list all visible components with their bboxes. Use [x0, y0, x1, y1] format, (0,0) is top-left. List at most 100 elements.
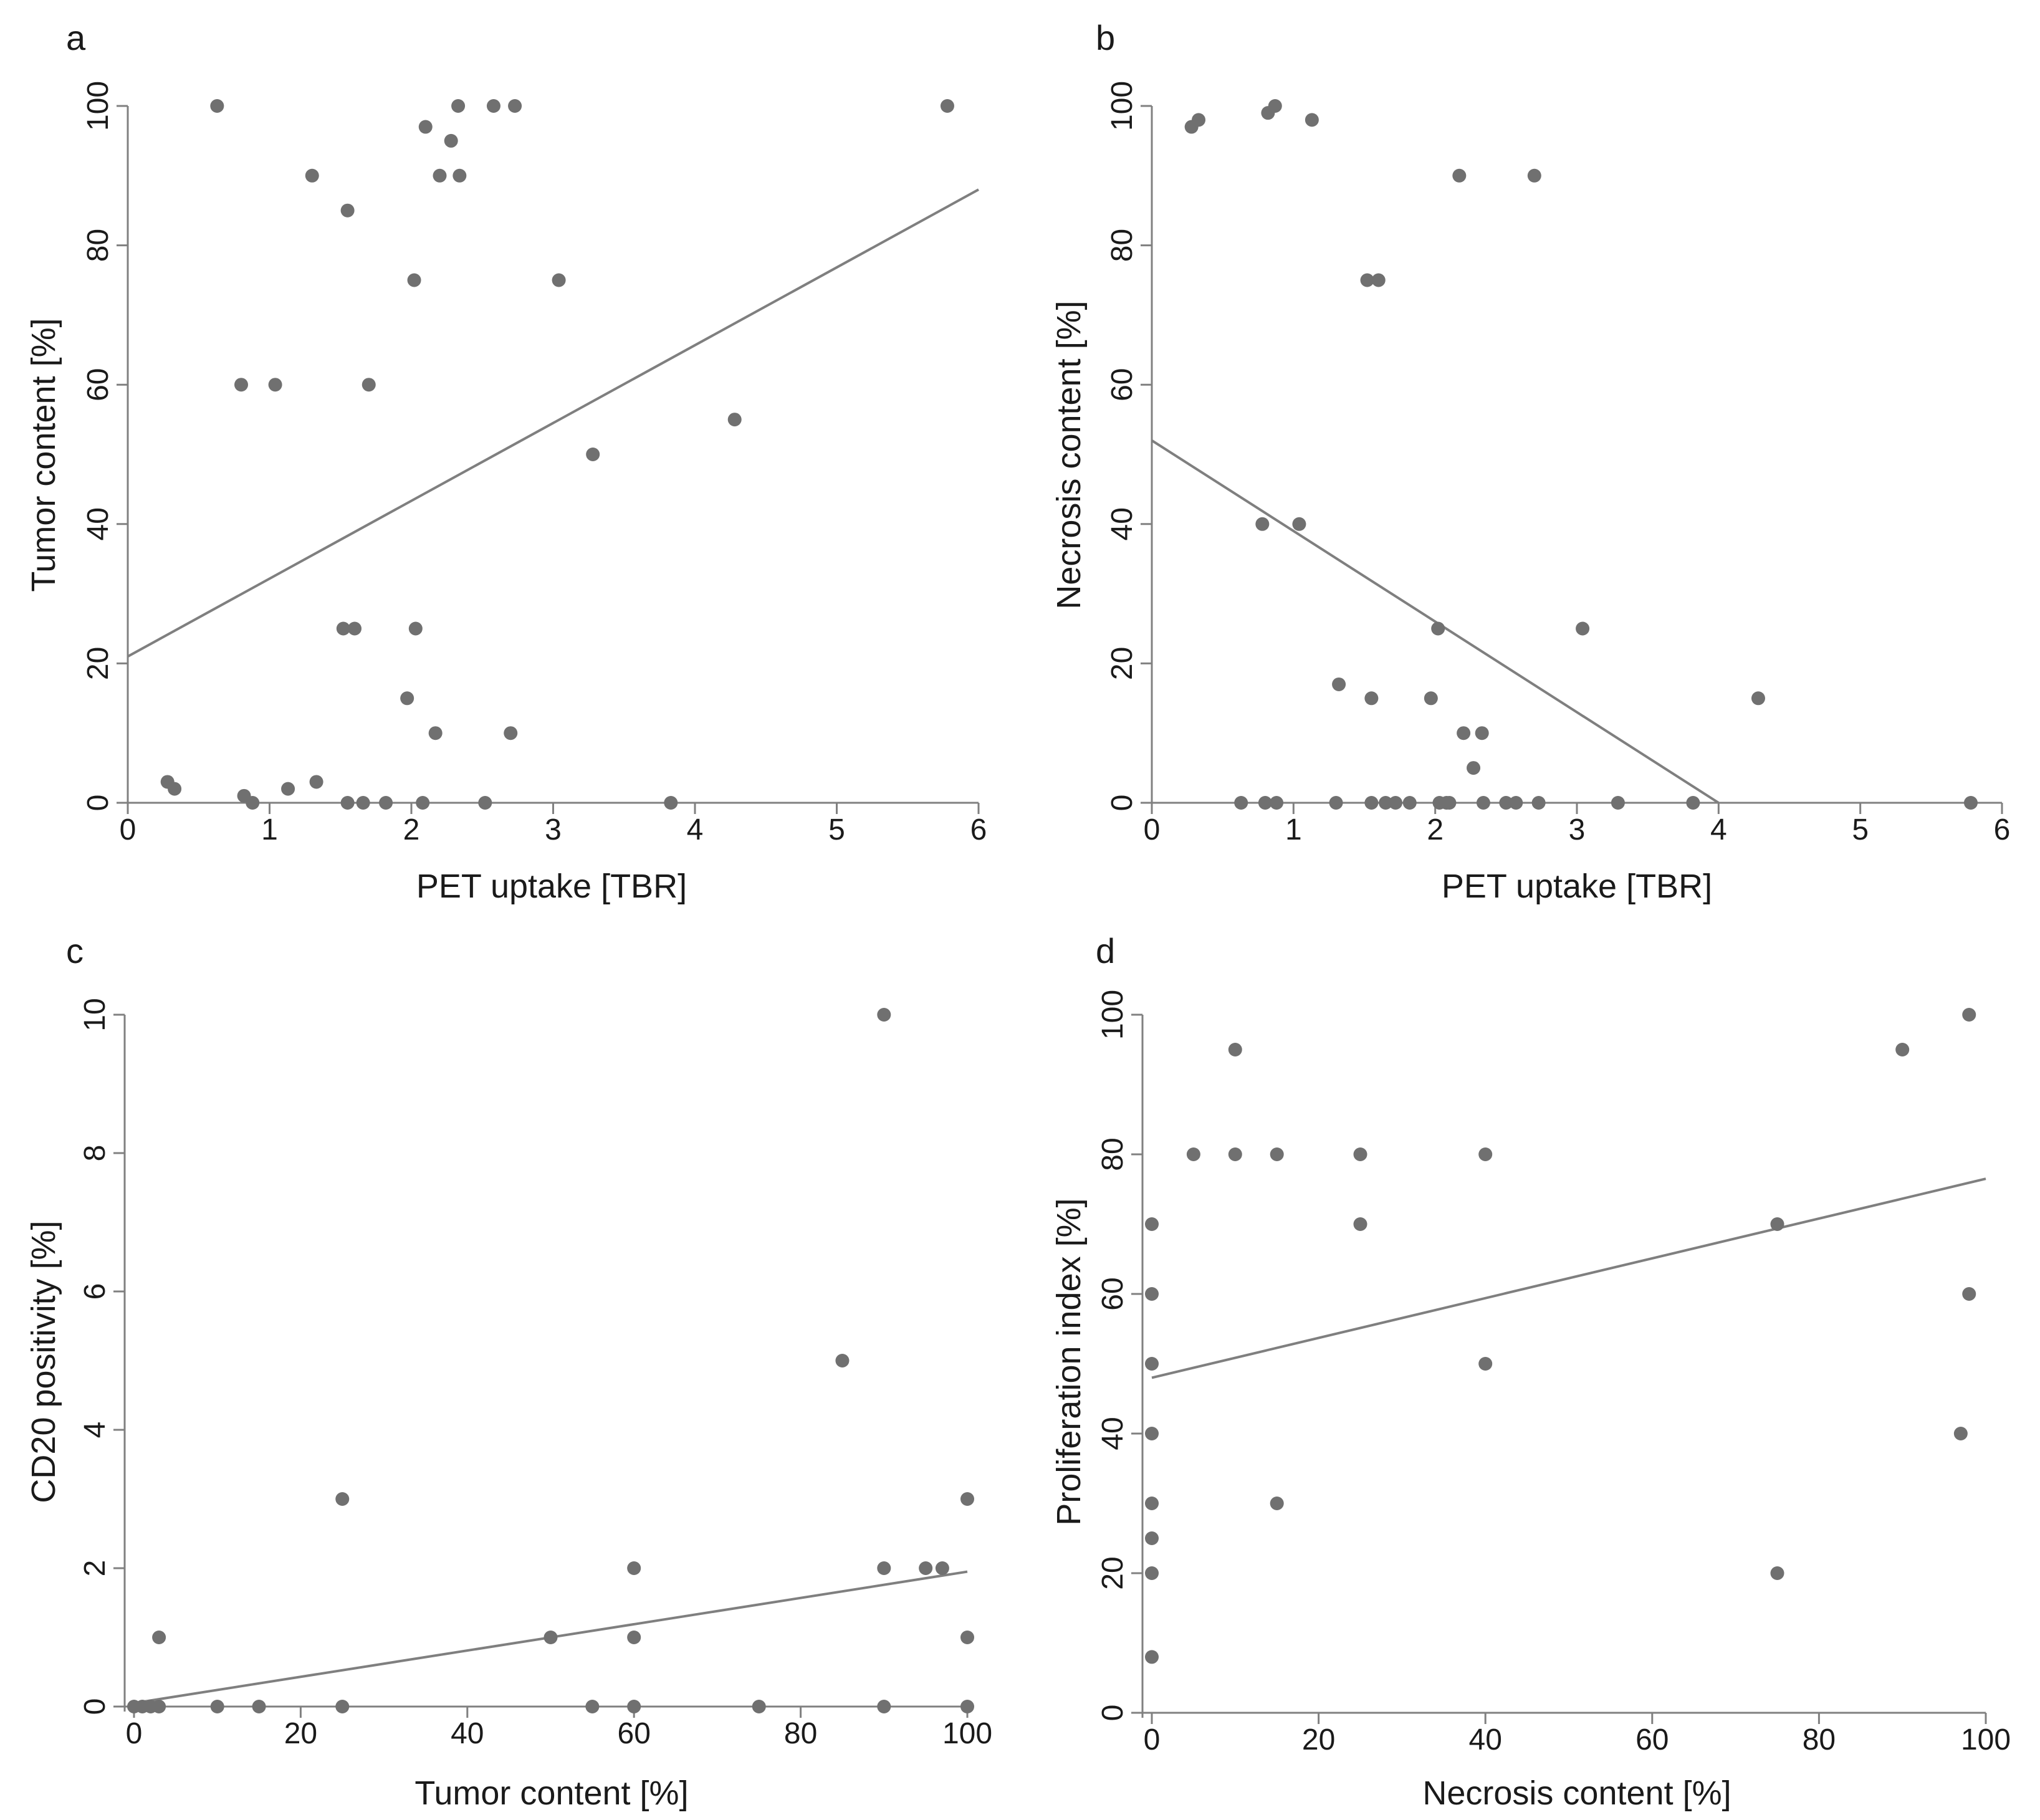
data-point-a [210, 99, 224, 113]
data-point-b [1576, 621, 1590, 636]
data-point-d [1186, 1147, 1200, 1161]
data-point-d [1895, 1043, 1910, 1056]
y-tick-label-c: 2 [79, 1560, 112, 1577]
x-tick-label-a: 6 [970, 813, 987, 846]
data-point-b [1531, 796, 1546, 810]
fit-line-d [1151, 1177, 1986, 1379]
x-tick-label-c: 40 [451, 1717, 484, 1750]
data-point-d [1270, 1147, 1284, 1161]
y-axis-title-a: Tumor content [%] [25, 318, 62, 592]
x-tick-label-d: 100 [1961, 1723, 2011, 1756]
data-point-b [1499, 796, 1513, 810]
y-tick-label-d: 80 [1096, 1138, 1129, 1171]
data-point-b [1686, 796, 1700, 810]
data-point-a [486, 99, 500, 113]
data-point-b [1234, 796, 1248, 810]
x-tick-label-d: 60 [1635, 1723, 1669, 1756]
data-point-a [418, 120, 433, 134]
data-point-c [835, 1354, 850, 1367]
data-point-a [504, 726, 518, 740]
data-point-c [752, 1700, 766, 1713]
data-point-a [281, 782, 295, 796]
data-point-c [960, 1492, 974, 1506]
x-tick-label-a: 0 [120, 813, 136, 846]
data-point-a [305, 168, 319, 183]
data-point-b [1431, 621, 1445, 636]
data-point-a [362, 378, 376, 392]
data-point-a [433, 168, 447, 183]
data-point-a [407, 273, 421, 287]
fit-line-b [1151, 439, 1720, 804]
data-point-a [453, 168, 467, 183]
data-point-a [451, 99, 466, 113]
x-tick-label-c: 80 [784, 1717, 817, 1750]
data-point-b [1457, 726, 1471, 740]
data-point-a [400, 691, 414, 706]
data-point-a [356, 796, 370, 810]
x-tick-label-b: 5 [1852, 813, 1869, 846]
y-tick-label-c: 8 [79, 1145, 112, 1162]
x-tick-label-c: 20 [284, 1717, 317, 1750]
y-tick-label-d: 100 [1096, 990, 1129, 1040]
data-point-b [1611, 796, 1625, 810]
data-point-c [627, 1631, 641, 1644]
data-point-d [1145, 1357, 1159, 1371]
data-point-a [379, 796, 393, 810]
panel-b: b PET uptake [TBR] Necrosis content [%] … [1050, 18, 2010, 905]
data-point-b [1963, 796, 1978, 810]
data-point-a [664, 796, 678, 810]
y-tick-label-d: 60 [1096, 1277, 1129, 1310]
marks-c [127, 1008, 974, 1713]
axes-c: 0 20 40 60 80 100 0 2 4 6 8 10 [79, 998, 992, 1750]
x-tick-label-d: 40 [1469, 1723, 1502, 1756]
x-tick-label-b: 1 [1285, 813, 1302, 846]
y-tick-label-a: 60 [82, 368, 115, 401]
data-point-b [1751, 691, 1765, 706]
data-point-d [1270, 1497, 1284, 1510]
data-point-d [1228, 1147, 1242, 1161]
data-point-b [1371, 273, 1386, 287]
data-point-a [508, 99, 522, 113]
x-tick-label-b: 0 [1144, 813, 1161, 846]
y-tick-label-a: 100 [82, 81, 115, 131]
y-tick-label-a: 20 [82, 647, 115, 680]
x-tick-label-c: 60 [618, 1717, 651, 1750]
x-axis-title-c: Tumor content [%] [414, 1775, 688, 1812]
data-point-c [627, 1561, 641, 1575]
y-axis-title-d: Proliferation index [%] [1050, 1198, 1088, 1525]
data-point-b [1389, 796, 1403, 810]
y-tick-label-d: 20 [1096, 1556, 1129, 1589]
data-point-a [416, 796, 430, 810]
data-point-d [1145, 1566, 1159, 1580]
marks-b [1151, 99, 1978, 810]
x-tick-label-b: 4 [1710, 813, 1727, 846]
y-tick-label-c: 10 [79, 998, 112, 1031]
data-point-b [1452, 168, 1467, 183]
data-point-c [935, 1561, 949, 1575]
data-point-d [1770, 1217, 1784, 1231]
x-axis-title-b: PET uptake [TBR] [1442, 868, 1712, 905]
data-point-d [1478, 1357, 1493, 1371]
x-tick-label-d: 80 [1803, 1723, 1836, 1756]
data-point-a [408, 621, 423, 636]
data-point-a [268, 378, 282, 392]
x-tick-label-a: 3 [545, 813, 562, 846]
axes-d: 0 20 40 60 80 100 0 20 40 60 80 100 [1096, 990, 2011, 1756]
panel-label-d: d [1096, 931, 1115, 970]
data-point-d [1228, 1043, 1242, 1056]
data-point-d [1145, 1427, 1159, 1440]
fit-line-a [127, 188, 979, 658]
data-point-d [1953, 1427, 1968, 1440]
data-point-b [1509, 796, 1523, 810]
data-point-c [152, 1631, 166, 1644]
data-point-b [1305, 113, 1319, 127]
data-point-b [1292, 517, 1306, 531]
data-point-c [152, 1700, 166, 1713]
data-point-a [340, 796, 355, 810]
data-point-c [210, 1700, 224, 1713]
data-point-b [1258, 796, 1272, 810]
